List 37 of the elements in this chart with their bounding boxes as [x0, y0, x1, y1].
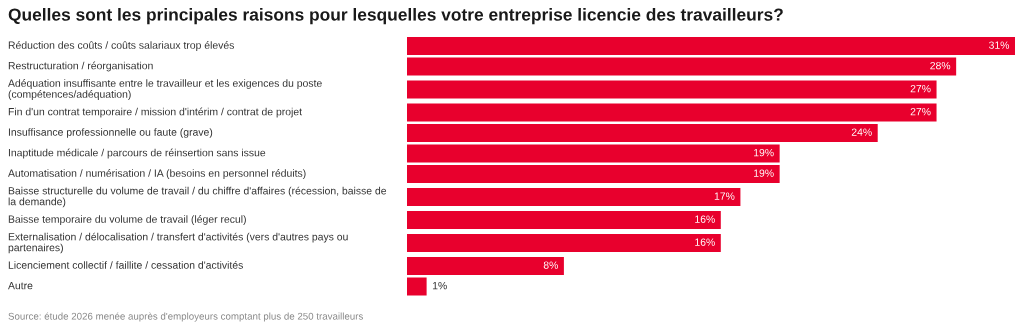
- data-label: 1%: [432, 281, 447, 290]
- chart-title: Quelles sont les principales raisons pour lesquelles votre entreprise licencie des travailleurs?: [8, 8, 783, 25]
- bar: [407, 188, 741, 206]
- bar: [407, 124, 878, 142]
- y-tick-label: Baisse structurelle du volume de travail / du chiffre d'affaires (récession, baisse de la demande): [8, 186, 387, 208]
- bar: [407, 57, 957, 76]
- data-label: 8%: [543, 261, 558, 269]
- bar: [407, 277, 427, 296]
- bar: [407, 234, 721, 252]
- y-tick-label: Insuffisance professionnelle ou faute (grave): [8, 128, 213, 138]
- data-label: 24%: [851, 128, 872, 136]
- bar: [407, 257, 564, 275]
- data-label: 27%: [910, 107, 931, 116]
- bar: [407, 80, 937, 99]
- y-tick-label: Autre: [8, 282, 33, 290]
- y-tick-label: Fin d'un contrat temporaire / mission d'intérim / contrat de projet: [8, 107, 302, 118]
- y-tick-label: Externalisation / délocalisation / transfert d'activités (vers d'autres pays ou partenaires): [8, 232, 348, 254]
- data-label: 28%: [930, 61, 951, 70]
- y-tick-label: Automatisation / numérisation / IA (besoins en personnel réduits): [8, 169, 306, 179]
- bar: [407, 37, 1015, 55]
- data-label: 27%: [910, 84, 931, 93]
- y-tick-label: Restructuration / réorganisation: [8, 61, 153, 72]
- bar: [407, 211, 721, 229]
- bar: [407, 103, 937, 122]
- y-tick-label: Réduction des coûts / coûts salariaux trop élevés: [8, 41, 235, 51]
- y-tick-label: Licenciement collectif / faillite / cessation d'activités: [8, 261, 243, 269]
- data-label: 31%: [988, 41, 1010, 49]
- y-tick-label: Adéquation insuffisante entre le travailleur et les exigences du poste (compétences/adéquation): [8, 79, 322, 100]
- data-label: 19%: [754, 169, 774, 177]
- y-tick-label: Inaptitude médicale / parcours de réinsertion sans issue: [8, 148, 266, 159]
- data-label: 17%: [714, 192, 735, 200]
- y-tick-label: Baisse temporaire du volume de travail (léger recul): [8, 215, 246, 225]
- source-note: Source: étude 2026 menée auprès d'employeurs comptant plus de 250 travailleurs: [8, 312, 363, 322]
- bar: [407, 144, 780, 163]
- data-label: 16%: [695, 215, 715, 223]
- data-label: 19%: [754, 148, 774, 157]
- data-label: 16%: [695, 238, 715, 246]
